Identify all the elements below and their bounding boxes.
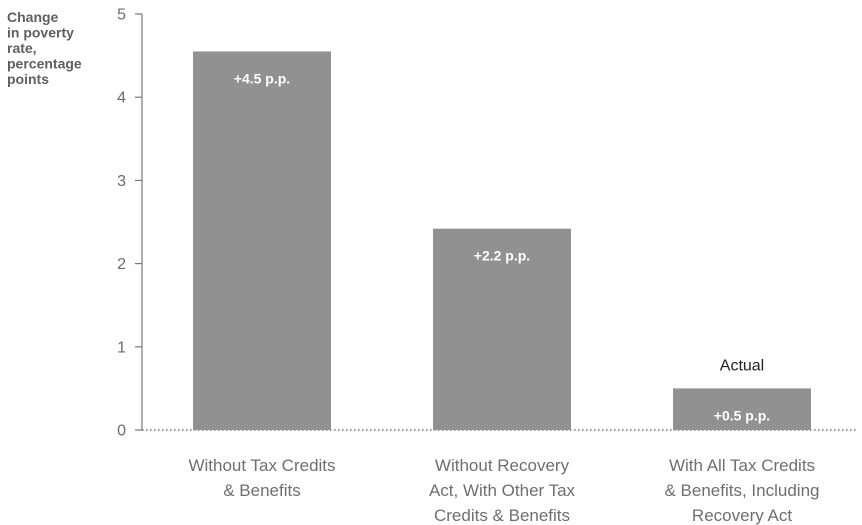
y-axis-title-line: Change: [7, 9, 59, 25]
actual-annotation: Actual: [720, 357, 764, 374]
bar-data-label: +2.2 p.p.: [474, 248, 530, 264]
y-tick-label: 4: [117, 90, 126, 107]
y-tick-label: 3: [117, 173, 126, 190]
x-category-label: & Benefits: [223, 481, 301, 500]
x-category-label: Without Tax Credits: [188, 456, 335, 475]
y-tick-label: 2: [117, 256, 126, 273]
x-category-label: Without Recovery: [435, 456, 570, 475]
x-category-label: Recovery Act: [692, 506, 792, 525]
bar: [673, 388, 811, 430]
y-axis-title-line: points: [7, 71, 49, 87]
y-axis-title-line: in poverty: [7, 25, 74, 41]
bar-data-label: +0.5 p.p.: [714, 407, 770, 423]
x-category-label: & Benefits, Including: [665, 481, 820, 500]
x-category-label: Act, With Other Tax: [429, 481, 576, 500]
y-tick-label: 1: [117, 339, 126, 356]
y-axis-title-line: percentage: [7, 56, 82, 72]
y-tick-label: 5: [117, 7, 126, 24]
x-category-label: Credits & Benefits: [434, 506, 570, 525]
y-axis-title-line: rate,: [7, 40, 37, 56]
bar: [433, 228, 571, 430]
bar-data-label: +4.5 p.p.: [234, 70, 290, 86]
bar: [193, 51, 331, 430]
y-tick-label: 0: [117, 423, 126, 440]
x-category-label: With All Tax Credits: [669, 456, 815, 475]
